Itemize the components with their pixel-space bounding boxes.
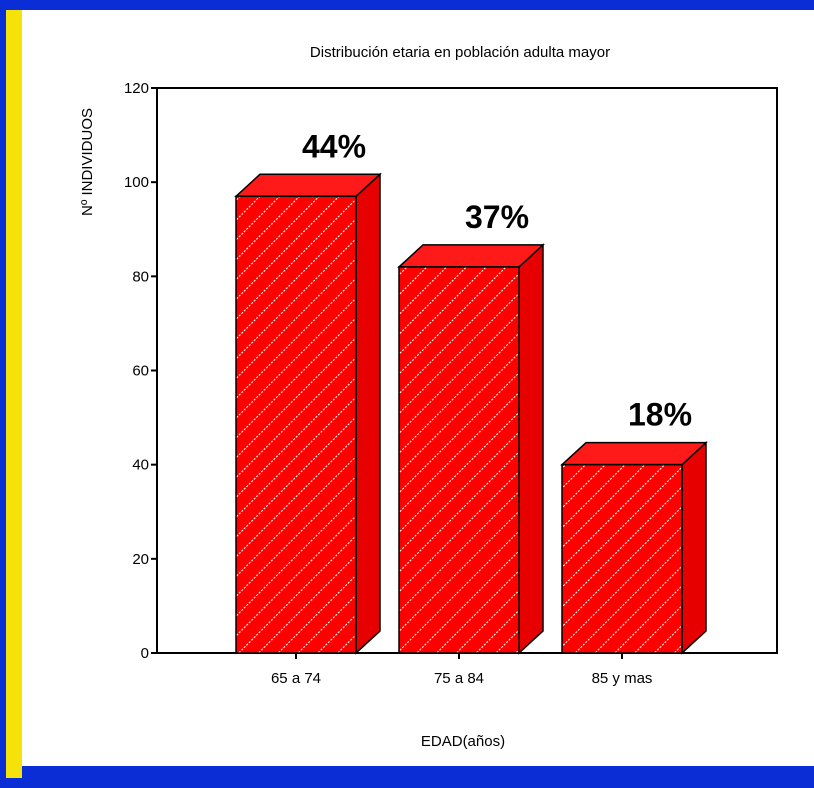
y-tick-label-4: 80 — [132, 268, 149, 285]
y-axis-title: Nº INDIVIDUOS — [79, 108, 96, 216]
y-tick-label-5: 100 — [124, 174, 149, 191]
bar-side-1 — [518, 243, 544, 655]
y-tick-label-6: 120 — [124, 80, 149, 97]
bar-top-2 — [560, 441, 708, 466]
yellow-accent-bar — [6, 10, 22, 778]
bar-0 — [235, 195, 357, 654]
data-label-2: 18% — [628, 397, 692, 433]
bar-2 — [561, 463, 683, 654]
x-tick-label-2: 85 y mas — [592, 670, 653, 687]
data-label-1: 37% — [465, 199, 529, 235]
y-tick-label-2: 40 — [132, 457, 149, 474]
data-label-0: 44% — [302, 128, 366, 164]
bar-side-0 — [355, 172, 381, 655]
x-tick-label-0: 65 a 74 — [271, 670, 321, 687]
x-tick-label-1: 75 a 84 — [434, 670, 484, 687]
y-tick-label-0: 0 — [141, 645, 149, 662]
bar-side-2 — [681, 440, 707, 655]
chart-title: Distribución etaria en población adulta … — [310, 44, 610, 61]
y-tick-label-1: 20 — [132, 551, 149, 568]
bar-top-1 — [397, 244, 545, 268]
y-tick-label-3: 60 — [132, 363, 149, 380]
bar-top-0 — [234, 173, 382, 198]
bar-1 — [398, 266, 520, 654]
x-axis-title: EDAD(años) — [421, 733, 505, 750]
